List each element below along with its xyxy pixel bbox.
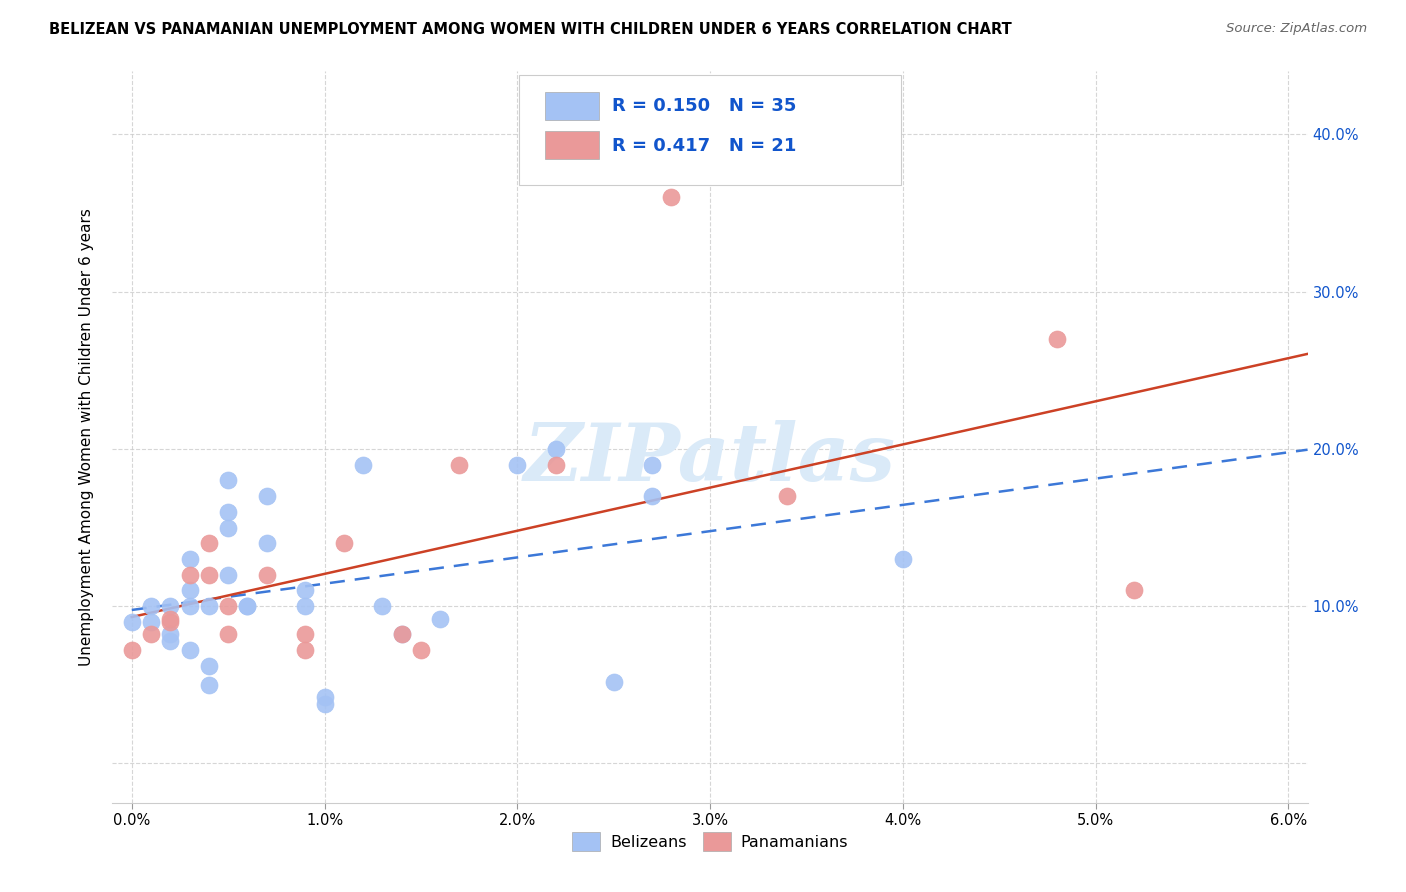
Point (139, 599, 162, 614)
Point (1123, 583, 1146, 598)
Point (217, 567, 239, 582)
Point (217, 520, 239, 534)
Y-axis label: Unemployment Among Women with Children Under 6 years: Unemployment Among Women with Children U… (79, 208, 94, 666)
Text: BELIZEAN VS PANAMANIAN UNEMPLOYMENT AMONG WOMEN WITH CHILDREN UNDER 6 YEARS CORR: BELIZEAN VS PANAMANIAN UNEMPLOYMENT AMON… (49, 22, 1012, 37)
Point (121, 615, 143, 629)
Point (1046, 332, 1069, 346)
Text: R = 0.417   N = 21: R = 0.417 N = 21 (612, 137, 796, 155)
Point (179, 552, 201, 566)
Point (506, 458, 529, 472)
Point (236, 599, 259, 614)
Point (217, 627, 239, 641)
Point (333, 536, 356, 550)
Point (159, 633, 181, 648)
Point (776, 489, 799, 503)
FancyBboxPatch shape (546, 131, 599, 159)
Point (121, 643, 143, 657)
Point (294, 583, 316, 598)
Point (179, 567, 201, 582)
Text: Source: ZipAtlas.com: Source: ZipAtlas.com (1226, 22, 1367, 36)
Point (391, 627, 413, 641)
Point (429, 612, 451, 626)
Point (602, 674, 624, 689)
Text: ZIPatlas: ZIPatlas (524, 420, 896, 498)
Point (544, 442, 567, 456)
Point (449, 458, 471, 472)
Legend: Belizeans, Panamanians: Belizeans, Panamanians (565, 826, 855, 857)
Point (294, 599, 316, 614)
Point (236, 599, 259, 614)
Point (371, 599, 394, 614)
Point (198, 599, 221, 614)
Point (159, 627, 181, 641)
Point (198, 659, 221, 673)
Point (314, 697, 336, 711)
Point (409, 643, 432, 657)
Point (256, 567, 278, 582)
Point (256, 489, 278, 503)
Point (641, 458, 664, 472)
Text: R = 0.150   N = 35: R = 0.150 N = 35 (612, 97, 796, 115)
Point (294, 643, 316, 657)
FancyBboxPatch shape (519, 75, 901, 185)
Point (544, 458, 567, 472)
Point (314, 690, 336, 705)
Point (159, 612, 181, 626)
Point (217, 505, 239, 519)
Point (217, 473, 239, 487)
FancyBboxPatch shape (546, 92, 599, 120)
Point (159, 615, 181, 629)
Point (139, 627, 162, 641)
Point (256, 536, 278, 550)
Point (179, 643, 201, 657)
Point (294, 627, 316, 641)
Point (352, 458, 374, 472)
Point (159, 599, 181, 614)
Point (661, 190, 683, 204)
Point (641, 489, 664, 503)
Point (391, 627, 413, 641)
Point (198, 536, 221, 550)
Point (179, 583, 201, 598)
Point (198, 678, 221, 692)
Point (198, 567, 221, 582)
Point (139, 615, 162, 629)
Point (891, 552, 914, 566)
Point (179, 599, 201, 614)
Point (217, 599, 239, 614)
